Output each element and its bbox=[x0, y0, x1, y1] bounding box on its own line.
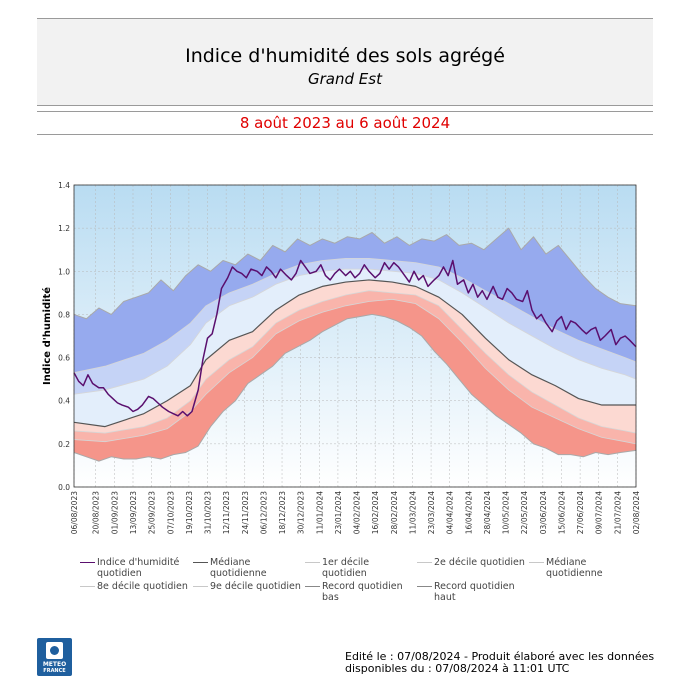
chart-subtitle: Grand Est bbox=[308, 70, 382, 88]
decile-8-line bbox=[73, 268, 637, 395]
x-tick-label: 10/05/2024 bbox=[502, 491, 511, 534]
legend-swatch bbox=[529, 562, 544, 563]
logo-symbol-icon bbox=[46, 642, 63, 659]
x-tick-label: 22/05/2024 bbox=[520, 491, 529, 534]
x-tick-label: 01/09/2023 bbox=[110, 491, 119, 534]
x-tick-label: 31/10/2023 bbox=[204, 491, 213, 534]
logo-text-1: METEO bbox=[42, 661, 67, 668]
x-tick-label: 20/08/2023 bbox=[92, 491, 101, 534]
x-tick-label: 06/08/2023 bbox=[70, 491, 79, 534]
x-tick-label: 28/04/2024 bbox=[483, 491, 492, 534]
legend-label: Record quotidien bas bbox=[322, 581, 403, 603]
chart-title: Indice d'humidité des sols agrégé bbox=[185, 45, 505, 67]
footer-line-1: Edité le : 07/08/2024 - Produit élaboré … bbox=[345, 650, 655, 663]
x-tick-label: 07/10/2023 bbox=[166, 491, 175, 534]
legend-label: Médiane quotidienne bbox=[210, 557, 267, 579]
x-tick-label: 06/12/2023 bbox=[259, 491, 268, 534]
y-tick-label: 0.0 bbox=[58, 483, 70, 492]
x-tick-label: 21/07/2024 bbox=[613, 491, 622, 534]
band-decile-2-median bbox=[74, 279, 636, 434]
y-tick-label: 0.4 bbox=[58, 397, 70, 406]
x-tick-label: 24/11/2023 bbox=[241, 491, 250, 534]
legend-swatch bbox=[305, 562, 320, 563]
legend-swatch bbox=[193, 586, 208, 587]
x-tick-label: 30/12/2023 bbox=[297, 491, 306, 534]
title-box: Indice d'humidité des sols agrégé Grand … bbox=[37, 18, 653, 106]
x-tick-label: 28/02/2024 bbox=[390, 491, 399, 534]
x-tick-label: 15/06/2024 bbox=[557, 491, 566, 534]
x-tick-label: 19/10/2023 bbox=[185, 491, 194, 534]
x-tick-label: 02/08/2024 bbox=[632, 491, 641, 534]
separator-top bbox=[37, 111, 653, 112]
y-tick-label: 1.0 bbox=[58, 267, 70, 276]
decile-2-line bbox=[73, 290, 637, 434]
x-tick-label: 23/03/2024 bbox=[427, 491, 436, 534]
y-axis-label: Indice d'humidité bbox=[41, 287, 53, 385]
x-tick-label: 04/04/2024 bbox=[446, 491, 455, 534]
separator-bottom bbox=[37, 134, 653, 135]
index-line bbox=[73, 259, 637, 417]
x-tick-label: 23/01/2024 bbox=[334, 491, 343, 534]
footer-note: Edité le : 07/08/2024 - Produit élaboré … bbox=[345, 651, 654, 675]
footer-line-2: disponibles du : 07/08/2024 à 11:01 UTC bbox=[345, 662, 570, 675]
y-tick-label: 0.8 bbox=[58, 310, 70, 319]
x-tick-label: 04/02/2024 bbox=[353, 491, 362, 534]
band-record-low bbox=[74, 299, 636, 462]
plot-frame bbox=[73, 184, 637, 488]
record-high-line bbox=[73, 227, 637, 320]
legend-label: 2e décile quotidien bbox=[434, 557, 525, 568]
band-median-decile-8 bbox=[74, 269, 636, 427]
x-tick-label: 25/09/2023 bbox=[148, 491, 157, 534]
legend-label: 8e décile quotidien bbox=[97, 581, 188, 592]
legend-swatch bbox=[80, 586, 95, 587]
x-tick-label: 27/06/2024 bbox=[576, 491, 585, 534]
period-label: 8 août 2023 au 6 août 2024 bbox=[239, 114, 451, 132]
y-tick-label: 1.2 bbox=[58, 224, 70, 233]
band-record-high bbox=[74, 228, 636, 373]
x-tick-label: 16/04/2024 bbox=[464, 491, 473, 534]
x-tick-label: 13/09/2023 bbox=[129, 491, 138, 534]
x-tick-label: 16/02/2024 bbox=[371, 491, 380, 534]
soil-moisture-chart: 0.0 0.2 0.4 0.6 0.8 1.0 1.2 1.4 06/08/2023 20/08/… bbox=[41, 181, 641, 534]
decile-9-line bbox=[73, 257, 637, 374]
legend-swatch bbox=[305, 586, 320, 587]
median-line bbox=[73, 279, 636, 428]
x-tick-label: 09/07/2024 bbox=[595, 491, 604, 534]
x-tick-label: 03/06/2024 bbox=[539, 491, 548, 534]
decile-1-line bbox=[73, 298, 637, 445]
legend-label: Médiane quotidienne bbox=[546, 557, 603, 579]
band-decile-1-2 bbox=[74, 290, 636, 444]
record-low-line bbox=[73, 313, 637, 462]
x-tick-label: 11/03/2024 bbox=[408, 491, 417, 534]
legend-swatch bbox=[417, 562, 432, 563]
legend-label: Record quotidien haut bbox=[434, 581, 515, 603]
legend-swatch bbox=[417, 586, 432, 587]
x-tick-label: 11/01/2024 bbox=[315, 491, 324, 534]
legend-label: 9e décile quotidien bbox=[210, 581, 301, 592]
legend-swatch bbox=[193, 562, 208, 563]
y-tick-label: 0.2 bbox=[58, 440, 70, 449]
x-tick-label: 12/11/2023 bbox=[222, 491, 231, 534]
logo-text-2: FRANCE bbox=[43, 668, 66, 674]
legend-swatch bbox=[80, 562, 95, 563]
y-tick-label: 0.6 bbox=[58, 354, 70, 363]
legend-label: Indice d'humidité quotidien bbox=[97, 557, 180, 579]
x-tick-label: 18/12/2023 bbox=[278, 491, 287, 534]
legend-label: 1er décile quotidien bbox=[322, 557, 370, 579]
meteo-france-logo: METEO FRANCE bbox=[37, 638, 72, 676]
y-tick-label: 1.4 bbox=[58, 181, 70, 190]
